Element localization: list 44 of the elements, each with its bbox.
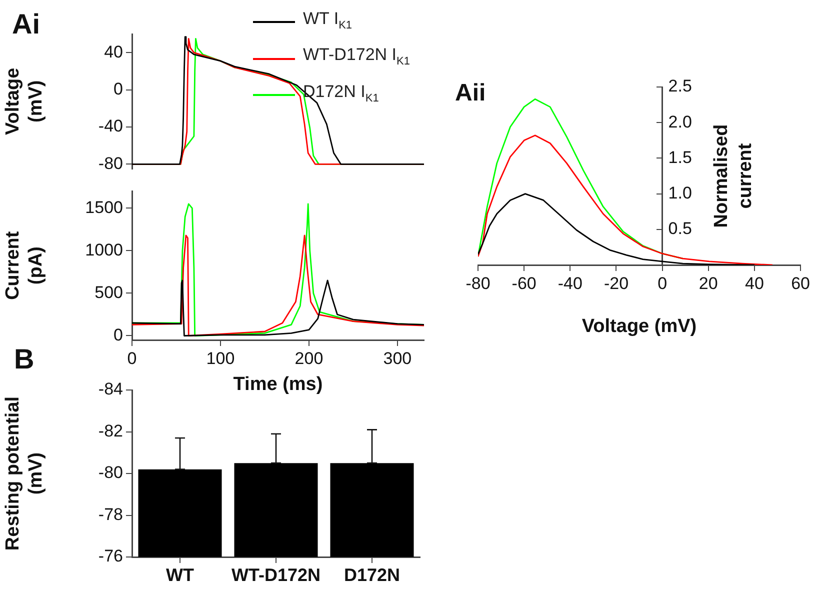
chart-title: Aii (455, 80, 486, 107)
y-tick-label: 1.5 (668, 148, 692, 167)
y-tick-label: 1000 (85, 240, 123, 260)
x-axis-title: Voltage (mV) (582, 316, 697, 337)
x-tick-label: 60 (791, 274, 810, 293)
y-tick-label: 0 (114, 325, 123, 344)
x-tick-label: 200 (294, 348, 324, 368)
x-axis-title: Time (ms) (233, 374, 323, 395)
y-tick-label: 0.5 (668, 219, 692, 238)
y-tick-label: 2.0 (668, 112, 692, 132)
y-tick-label: 500 (94, 282, 123, 302)
y-tick-label: -80 (98, 463, 123, 482)
x-tick-label: 20 (698, 274, 718, 293)
legend-label: D172N I$_{K1}$ (303, 80, 379, 106)
x-tick-label: 40 (745, 274, 764, 293)
x-tick-label: -60 (512, 274, 536, 293)
y-tick-label: -80 (98, 154, 123, 173)
y-tick-label: 40 (104, 42, 123, 62)
y-tick-label: -78 (98, 504, 123, 524)
y-tick-label: 0 (114, 79, 123, 98)
y-tick-label: -40 (98, 116, 123, 136)
y-axis-title: Voltage (mV) (2, 68, 46, 136)
y-axis-title: Resting potential (mV) (2, 396, 46, 551)
y-axis-title: Normalised current (711, 124, 756, 228)
x-tick-label: -20 (604, 274, 629, 293)
x-tick-label: 300 (383, 348, 412, 368)
chart-title: Ai (12, 8, 40, 40)
y-tick-label: 1500 (85, 198, 123, 217)
y-tick-label: -76 (98, 546, 123, 566)
x-tick-label: 0 (127, 348, 137, 368)
y-axis-title: Current (pA) (2, 230, 46, 300)
x-tick-label: -40 (558, 274, 582, 293)
y-tick-label: 2.5 (668, 76, 692, 96)
x-tick-label: WT-D172N (231, 564, 321, 585)
legend-label: WT-D172N I$_{K1}$ (303, 44, 410, 70)
x-tick-label: WT (166, 564, 194, 585)
y-tick-label: -84 (98, 380, 123, 399)
chart-title: B (14, 344, 34, 375)
y-tick-label: 1.0 (668, 183, 692, 202)
x-tick-label: 100 (206, 348, 235, 368)
x-tick-label: D172N (344, 564, 400, 585)
legend-label: WT I$_{K1}$ (303, 8, 352, 34)
x-tick-label: -80 (466, 274, 490, 293)
y-tick-label: -82 (98, 421, 123, 440)
